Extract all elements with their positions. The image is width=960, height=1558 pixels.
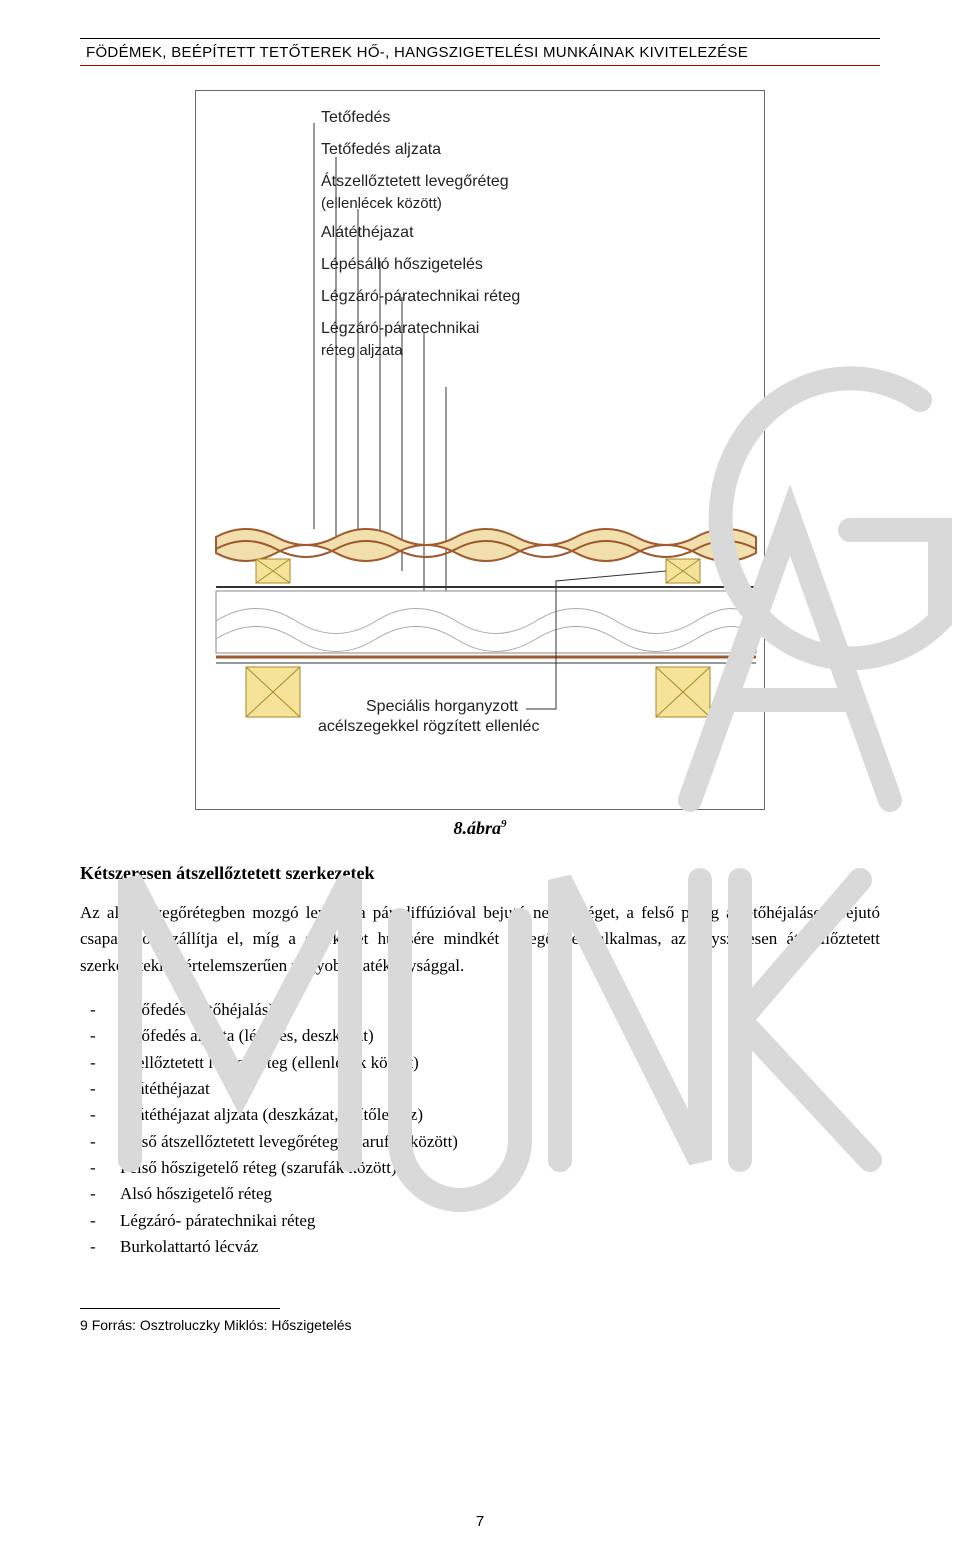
page-number: 7: [0, 1513, 960, 1530]
footnote: 9 Forrás: Osztroluczky Miklós: Hőszigete…: [80, 1317, 880, 1333]
footnote-rule: [80, 1308, 280, 1309]
layer-item: Szellőztetett levegőréteg (ellenlécek kö…: [120, 1050, 880, 1076]
section-heading: Kétszeresen átszellőztetett szerkezetek: [80, 863, 880, 884]
layer-item: Alsó hőszigetelő réteg: [120, 1181, 880, 1207]
layer-item: Alátéthéjazat aljzata (deszkázat, építől…: [120, 1102, 880, 1128]
caption-label: 8.ábra: [453, 818, 501, 838]
callout-tetofedes: Tetőfedés: [321, 109, 520, 127]
layer-item: Burkolattartó lécváz: [120, 1234, 880, 1260]
figure-8: Tetőfedés Tetőfedés aljzata Átszellőztet…: [195, 90, 765, 810]
figure-callouts: Tetőfedés Tetőfedés aljzata Átszellőztet…: [321, 109, 520, 371]
layer-list: Tetőfedés (tetőhéjalás) Tetőfedés aljzat…: [80, 997, 880, 1260]
header-title: FÖDÉMEK, BEÉPÍTETT TETŐTEREK HŐ-, HANGSZ…: [80, 44, 748, 61]
layer-item: Tetőfedés (tetőhéjalás): [120, 997, 880, 1023]
page-body: Tetőfedés Tetőfedés aljzata Átszellőztet…: [80, 90, 880, 1333]
callout-alatethejazat: Alátéthéjazat: [321, 224, 520, 242]
caption-footnote-marker: 9: [501, 818, 507, 830]
footnote-marker: 9: [80, 1317, 88, 1333]
figure-caption: 8.ábra9: [80, 818, 880, 839]
layer-tiles: [216, 529, 756, 561]
callout-legzaro2a: Légzáró-páratechnikai: [321, 320, 520, 338]
layer-item: Légzáró- páratechnikai réteg: [120, 1208, 880, 1234]
callout-legzaro: Légzáró-páratechnikai réteg: [321, 288, 520, 306]
layer-item: Felső átszellőztetett levegőréteg (szaru…: [120, 1129, 880, 1155]
callout-legzaro2b: réteg aljzata: [321, 342, 520, 359]
page-header: FÖDÉMEK, BEÉPÍTETT TETŐTEREK HŐ-, HANGSZ…: [80, 38, 880, 66]
callout-specialis-1: Speciális horganyzott: [366, 698, 519, 715]
layer-item: Alátéthéjazat: [120, 1076, 880, 1102]
callout-specialis-2: acélszegekkel rögzített ellenléc: [318, 718, 539, 735]
layer-battens-top: [256, 559, 700, 583]
callout-lepesallo: Lépésálló hőszigetelés: [321, 256, 520, 274]
footnote-text: Forrás: Osztroluczky Miklós: Hőszigetelé…: [92, 1317, 352, 1333]
layer-item: Felső hőszigetelő réteg (szarufák között…: [120, 1155, 880, 1181]
layer-item: Tetőfedés aljzata (lécezés, deszkázat): [120, 1023, 880, 1049]
callout-ellenlecek: (ellenlécek között): [321, 195, 520, 212]
layer-insulation: [216, 591, 756, 653]
callout-tetofedes-alj: Tetőfedés aljzata: [321, 141, 520, 159]
callout-atszelloz: Átszellőztetett levegőréteg: [321, 173, 520, 191]
paragraph-1: Az alsó levegőrétegben mozgó levegő a pá…: [80, 900, 880, 979]
